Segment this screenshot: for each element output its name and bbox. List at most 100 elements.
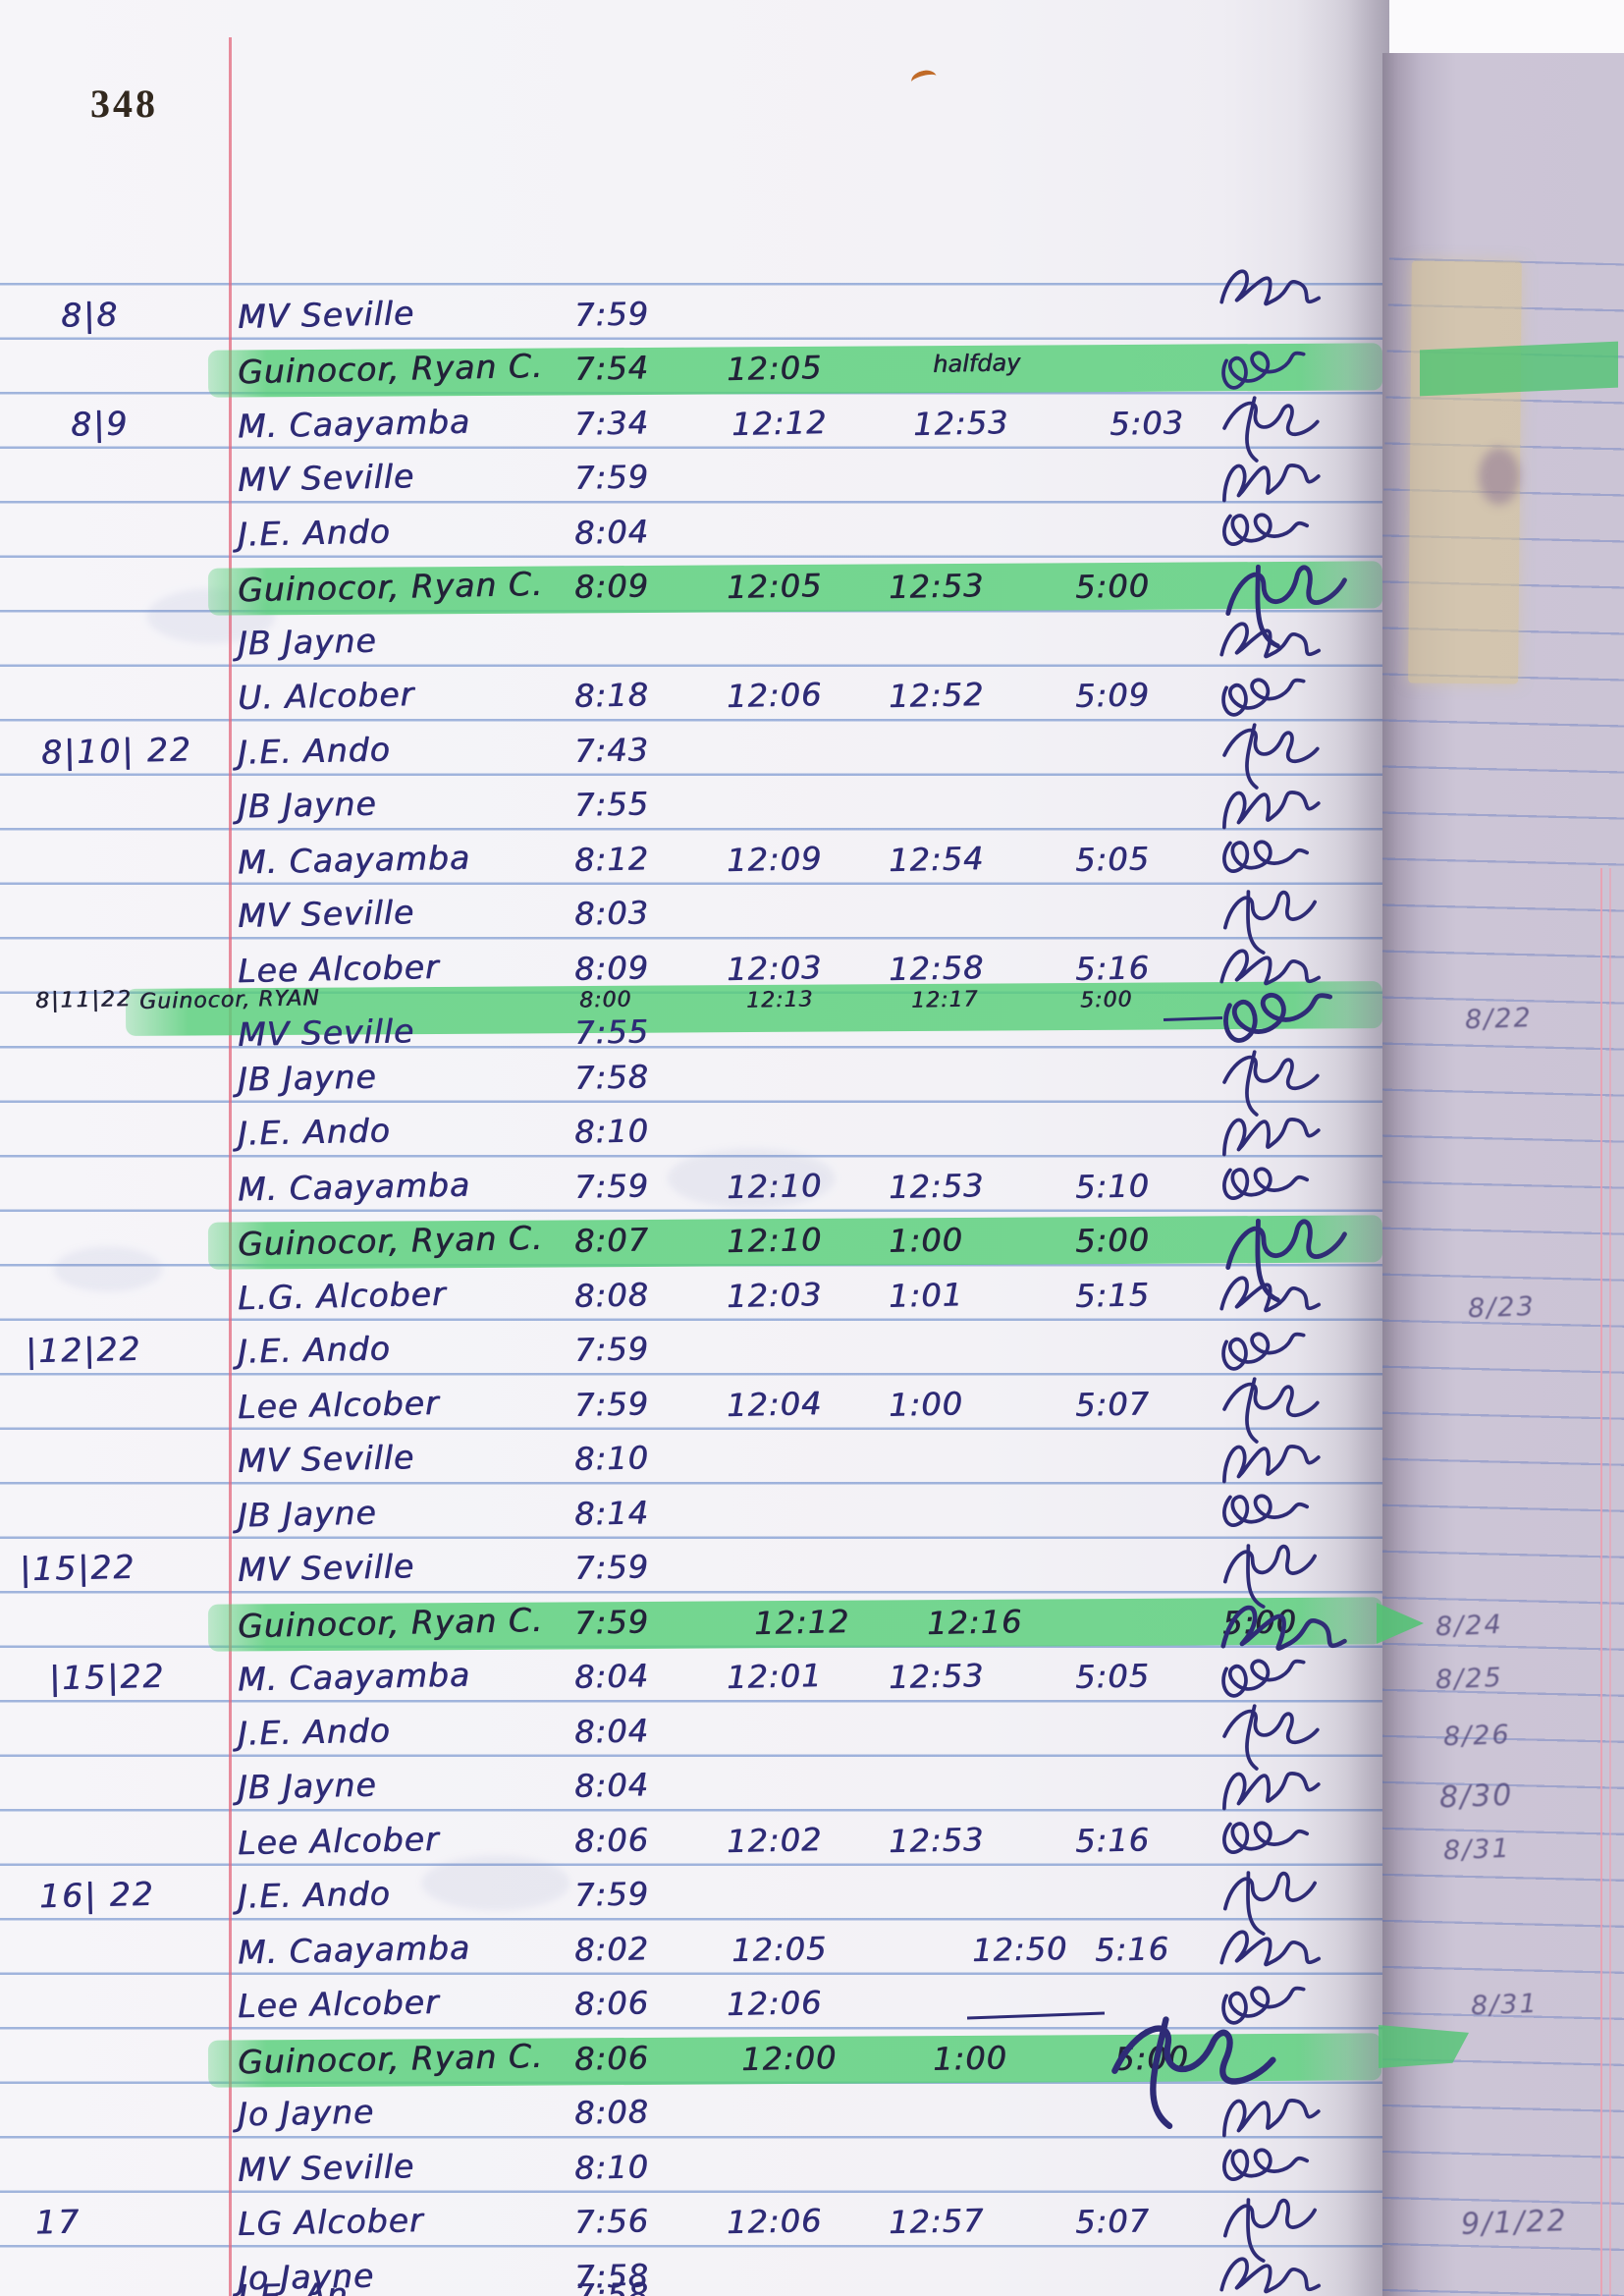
time-entry: 12:06 bbox=[726, 675, 823, 716]
worker-name: Lee Alcober bbox=[237, 1383, 440, 1426]
time-entry: 8:18 bbox=[573, 676, 650, 715]
time-entry: 8:02 bbox=[573, 1929, 650, 1969]
worker-name: Guinocor, RYAN bbox=[138, 986, 320, 1014]
worker-name: Lee Alcober bbox=[237, 947, 440, 990]
worker-name: M. Caayamba bbox=[237, 402, 471, 445]
worker-name: M. Caayamba bbox=[237, 1655, 471, 1699]
time-entry: 12:10 bbox=[726, 1220, 823, 1261]
time-entry: 7:56 bbox=[573, 2202, 650, 2241]
time-entry: 12:52 bbox=[888, 675, 985, 716]
time-entry: 5:16 bbox=[1074, 1820, 1151, 1860]
time-entry: 12:03 bbox=[726, 1275, 823, 1315]
worker-name: J.E. Ando bbox=[237, 1111, 392, 1153]
worker-name: Guinocor, Ryan C. bbox=[237, 2036, 544, 2081]
worker-name: JB Jayne bbox=[237, 1493, 377, 1534]
time-entry: 12:54 bbox=[888, 839, 985, 879]
time-entry: 5:09 bbox=[1074, 676, 1151, 715]
time-entry: 12:03 bbox=[726, 948, 823, 988]
worker-name: JB Jayne bbox=[237, 621, 377, 662]
worker-name: MV Seville bbox=[237, 1547, 415, 1589]
time-entry: 7:59 bbox=[573, 1548, 650, 1587]
time-entry: 12:53 bbox=[888, 1656, 985, 1697]
time-entry: 5:10 bbox=[1074, 1166, 1151, 1206]
margin-date-next-page: 8/23 bbox=[1467, 1290, 1537, 1325]
time-entry: 12:06 bbox=[726, 1983, 823, 2024]
time-entry: 8:07 bbox=[573, 1221, 650, 1260]
adjacent-page bbox=[1382, 53, 1624, 2296]
worker-name: M. Caayamba bbox=[237, 1928, 471, 1971]
time-entry: 12:16 bbox=[926, 1602, 1023, 1642]
margin-date-next-page: 8/31 bbox=[1442, 1832, 1512, 1867]
ruled-lines bbox=[0, 283, 1389, 2296]
time-entry: 12:12 bbox=[731, 403, 828, 443]
worker-name: L.G. Alcober bbox=[237, 1274, 447, 1317]
worker-name: M. Caayamba bbox=[237, 838, 471, 881]
worker-name: MV Seville bbox=[237, 1011, 415, 1054]
time-entry: 8:04 bbox=[573, 1766, 650, 1805]
time-entry: 8:06 bbox=[573, 2038, 650, 2078]
time-entry: 8:10 bbox=[573, 1112, 650, 1151]
worker-name: MV Seville bbox=[237, 893, 415, 935]
time-entry: 12:53 bbox=[888, 1166, 985, 1206]
time-entry: 12:05 bbox=[726, 566, 823, 607]
time-entry: 5:00 bbox=[1079, 987, 1133, 1013]
time-entry: 7:59 bbox=[573, 1602, 650, 1642]
time-entry: 5:00 bbox=[1074, 1221, 1151, 1260]
worker-name: J.E. Ando bbox=[237, 1329, 392, 1371]
time-entry: 8:12 bbox=[573, 839, 650, 879]
time-entry: 5:03 bbox=[1109, 403, 1185, 443]
time-entry: 12:10 bbox=[726, 1166, 823, 1206]
red-margin-line-next-page bbox=[1600, 868, 1611, 2296]
worker-name: J.E. Ando bbox=[237, 729, 392, 772]
time-entry: 12:53 bbox=[888, 1820, 985, 1860]
time-entry: 8:09 bbox=[573, 567, 650, 606]
note: halfday bbox=[932, 349, 1021, 378]
time-entry: 7:59 bbox=[573, 1166, 650, 1206]
time-entry: 7:59 bbox=[573, 294, 650, 334]
worker-name: JB Jayne bbox=[237, 1057, 377, 1098]
time-entry: 12:57 bbox=[888, 2201, 985, 2242]
time-entry: 7:55 bbox=[573, 1012, 650, 1052]
margin-date-next-page: 8/25 bbox=[1435, 1662, 1504, 1696]
margin-date-next-page: 8/26 bbox=[1442, 1719, 1512, 1753]
time-entry: 5:05 bbox=[1074, 1657, 1151, 1696]
worker-name: J.E. Ando bbox=[237, 1874, 392, 1916]
time-entry: 8:06 bbox=[573, 1820, 650, 1860]
time-entry: 5:07 bbox=[1074, 2202, 1151, 2241]
worker-name: Guinocor, Ryan C. bbox=[237, 346, 544, 392]
time-entry: 8:03 bbox=[573, 894, 650, 933]
time-entry: 7:34 bbox=[573, 403, 650, 443]
time-entry: 1:00 bbox=[888, 1221, 964, 1260]
highlight-arrow bbox=[1377, 1602, 1424, 1644]
margin-date: 8|10| 22 bbox=[40, 729, 193, 772]
highlight-bar bbox=[1420, 341, 1618, 397]
time-entry: 5:16 bbox=[1094, 1929, 1170, 1969]
time-entry: 12:50 bbox=[971, 1929, 1068, 1969]
ink-smudge bbox=[668, 1149, 835, 1208]
time-entry: 8:08 bbox=[573, 2093, 650, 2132]
margin-date-next-page: 8/31 bbox=[1470, 1988, 1540, 2022]
page-number: 348 bbox=[90, 82, 158, 126]
margin-date-next-page: 9/1/22 bbox=[1460, 2204, 1569, 2242]
time-entry: 12:00 bbox=[740, 2038, 838, 2078]
time-entry: 8:04 bbox=[573, 512, 650, 552]
time-entry: 1:00 bbox=[888, 1384, 964, 1424]
time-entry: 12:17 bbox=[910, 987, 979, 1013]
time-entry: 12:01 bbox=[726, 1656, 823, 1697]
time-entry: 5:07 bbox=[1074, 1384, 1151, 1424]
time-entry: 5:16 bbox=[1074, 948, 1151, 988]
ink-blot bbox=[1479, 448, 1520, 505]
time-entry: 1:01 bbox=[888, 1275, 964, 1315]
time-entry: 12:58 bbox=[888, 948, 985, 988]
time-entry: 12:06 bbox=[726, 2201, 823, 2242]
worker-name: MV Seville bbox=[237, 2146, 415, 2189]
worker-name: LG Alcober bbox=[237, 2201, 424, 2243]
margin-date-next-page: 8/24 bbox=[1435, 1609, 1504, 1643]
margin-date: |15|22 bbox=[19, 1547, 136, 1589]
time-entry: 5:15 bbox=[1074, 1275, 1151, 1315]
time-entry: 12:04 bbox=[726, 1384, 823, 1424]
worker-name: JB Jayne bbox=[237, 1765, 377, 1807]
time-entry: 7:58 bbox=[573, 2275, 650, 2296]
time-entry: 8:04 bbox=[573, 1711, 650, 1751]
worker-name: JB Jayne bbox=[237, 784, 377, 826]
